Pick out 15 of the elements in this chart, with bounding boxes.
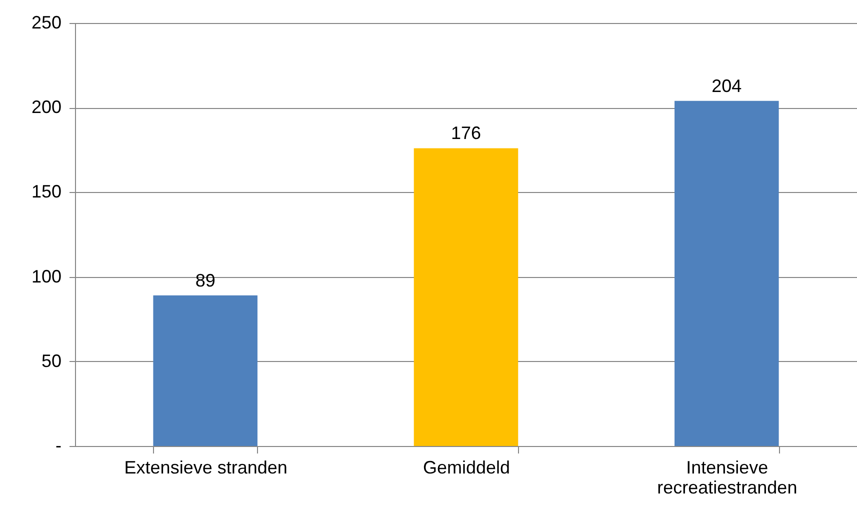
bar [153,295,258,446]
bar [674,100,779,446]
data-label: 204 [712,76,742,96]
x-tick-label: Intensieve recreatiestranden [657,458,798,498]
y-tick-label: 250 [31,12,62,32]
x-tick-label: Gemiddeld [422,458,510,478]
y-tick-label: 100 [31,266,62,286]
y-tick-label: 200 [31,97,62,118]
y-tick-label: - [56,436,62,456]
data-label: 89 [195,270,216,290]
x-tick-label: Extensieve stranden [124,458,288,478]
data-label: 176 [450,123,482,144]
y-tick-label: 150 [31,182,62,202]
y-tick-label: 50 [41,350,62,371]
bar [414,148,518,446]
